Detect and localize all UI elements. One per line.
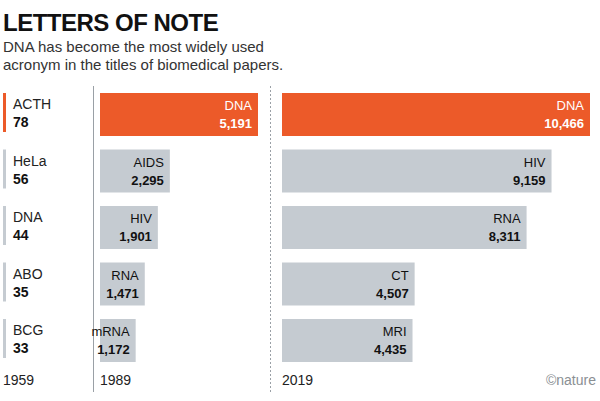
bar-group bbox=[282, 93, 590, 362]
bar-category: AIDS bbox=[134, 155, 165, 170]
bar bbox=[282, 150, 552, 193]
bar bbox=[282, 263, 415, 306]
title: LETTERS OF NOTE bbox=[3, 9, 219, 36]
bar bbox=[100, 93, 258, 136]
bar bbox=[282, 93, 590, 136]
credit: ©nature bbox=[546, 372, 596, 388]
row-value: 56 bbox=[13, 171, 29, 187]
row-label: HeLa bbox=[13, 153, 47, 169]
data-label: 5,191 bbox=[219, 116, 252, 131]
bar-category: RNA bbox=[493, 211, 521, 226]
bar bbox=[100, 150, 170, 193]
bar bbox=[282, 206, 527, 249]
row-label: ACTH bbox=[13, 96, 51, 112]
year-label: 1989 bbox=[100, 372, 131, 388]
data-label: 9,159 bbox=[513, 173, 546, 188]
row-marker bbox=[3, 263, 6, 302]
data-label: 8,311 bbox=[489, 229, 521, 244]
row-label: ABO bbox=[13, 266, 43, 282]
bar bbox=[100, 263, 145, 306]
panel-separator bbox=[270, 86, 271, 392]
bar-category: RNA bbox=[111, 268, 139, 283]
subtitle-line: DNA has become the most widely used bbox=[3, 38, 264, 55]
label-group: DNA 5,191 AIDS 2,295 HIV 1,901 RNA 1,471 mRNA 1,1… bbox=[91, 98, 252, 357]
panel-separator bbox=[93, 86, 94, 392]
bar bbox=[282, 319, 413, 362]
bar-category: MRI bbox=[383, 324, 407, 339]
subtitle: DNA has become the most widely usedacron… bbox=[3, 38, 283, 73]
data-label: 10,466 bbox=[544, 116, 584, 131]
bar-category: HIV bbox=[524, 155, 546, 170]
data-label: 1,471 bbox=[106, 286, 139, 301]
bar-category: mRNA bbox=[91, 324, 130, 339]
row-value: 44 bbox=[13, 227, 29, 243]
row-marker bbox=[3, 319, 6, 358]
year-label: 1959 bbox=[3, 372, 34, 388]
subtitle-line: acronym in the titles of biomedical pape… bbox=[3, 56, 283, 73]
bar-category: DNA bbox=[557, 98, 585, 113]
row-value: 35 bbox=[13, 284, 29, 300]
row-label: DNA bbox=[13, 209, 43, 225]
row-marker bbox=[3, 206, 6, 245]
chart-canvas: LETTERS OF NOTEDNA has become the most w… bbox=[0, 0, 600, 401]
row-value: 78 bbox=[13, 114, 29, 130]
label-group: DNA 10,466 HIV 9,159 RNA 8,311 CT 4,507 MRI 4,435 bbox=[374, 98, 584, 357]
row-marker bbox=[3, 93, 6, 132]
year-label: 2019 bbox=[282, 372, 313, 388]
data-label: 4,507 bbox=[376, 286, 409, 301]
bar bbox=[100, 206, 158, 249]
bar-category: HIV bbox=[130, 211, 152, 226]
row-marker bbox=[3, 150, 6, 189]
bar-category: CT bbox=[391, 268, 408, 283]
data-label: 1,172 bbox=[97, 342, 130, 357]
row-value: 33 bbox=[13, 340, 29, 356]
data-label: 2,295 bbox=[131, 173, 164, 188]
bar-group bbox=[100, 93, 258, 362]
data-label: 4,435 bbox=[374, 342, 407, 357]
row-label: BCG bbox=[13, 322, 43, 338]
data-label: 1,901 bbox=[119, 229, 152, 244]
bar-category: DNA bbox=[225, 98, 253, 113]
